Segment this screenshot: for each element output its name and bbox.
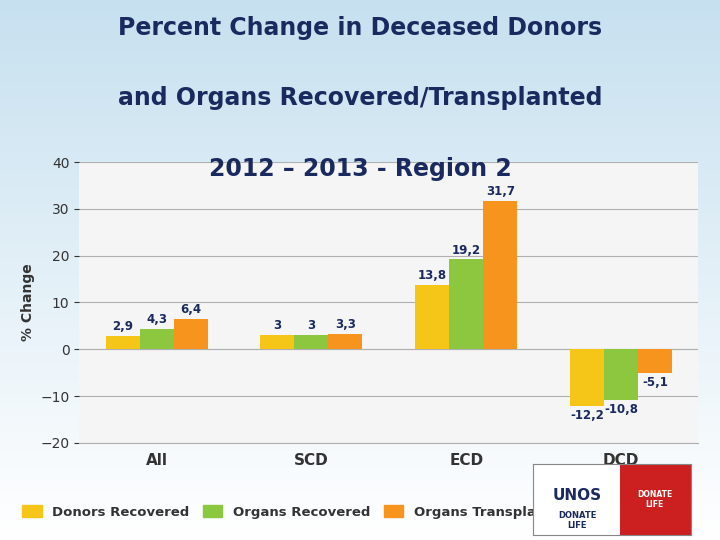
Bar <box>174 319 207 349</box>
Text: 19,2: 19,2 <box>451 244 481 256</box>
Text: -12,2: -12,2 <box>570 409 604 422</box>
Bar <box>294 335 328 349</box>
Bar <box>483 201 517 349</box>
Bar <box>604 349 638 400</box>
Text: 31,7: 31,7 <box>486 185 515 198</box>
Bar <box>261 335 294 349</box>
Text: UNOS: UNOS <box>552 489 602 503</box>
Text: 4,3: 4,3 <box>146 313 167 326</box>
Bar <box>106 336 140 349</box>
Text: 13,8: 13,8 <box>418 269 446 282</box>
Bar <box>449 259 483 349</box>
Bar <box>620 464 691 535</box>
Text: -5,1: -5,1 <box>642 376 668 389</box>
Text: and Organs Recovered/Transplanted: and Organs Recovered/Transplanted <box>118 86 602 110</box>
Bar <box>570 349 604 406</box>
Text: -10,8: -10,8 <box>604 402 638 416</box>
Y-axis label: % Change: % Change <box>21 264 35 341</box>
Text: Percent Change in Deceased Donors: Percent Change in Deceased Donors <box>118 16 602 40</box>
Text: 6,4: 6,4 <box>180 303 201 316</box>
Text: 3: 3 <box>307 319 315 332</box>
Bar <box>415 285 449 349</box>
Bar <box>328 334 362 349</box>
Bar <box>140 329 174 349</box>
Text: 3,3: 3,3 <box>335 318 356 331</box>
Text: 3: 3 <box>274 319 282 332</box>
Text: DONATE
LIFE: DONATE LIFE <box>558 511 596 530</box>
Text: 2012 – 2013 - Region 2: 2012 – 2013 - Region 2 <box>209 157 511 180</box>
Legend: Donors Recovered, Organs Recovered, Organs Transplanted: Donors Recovered, Organs Recovered, Orga… <box>17 500 575 524</box>
Text: DONATE
LIFE: DONATE LIFE <box>637 490 672 509</box>
Text: 2,9: 2,9 <box>112 320 133 333</box>
Bar <box>638 349 672 373</box>
